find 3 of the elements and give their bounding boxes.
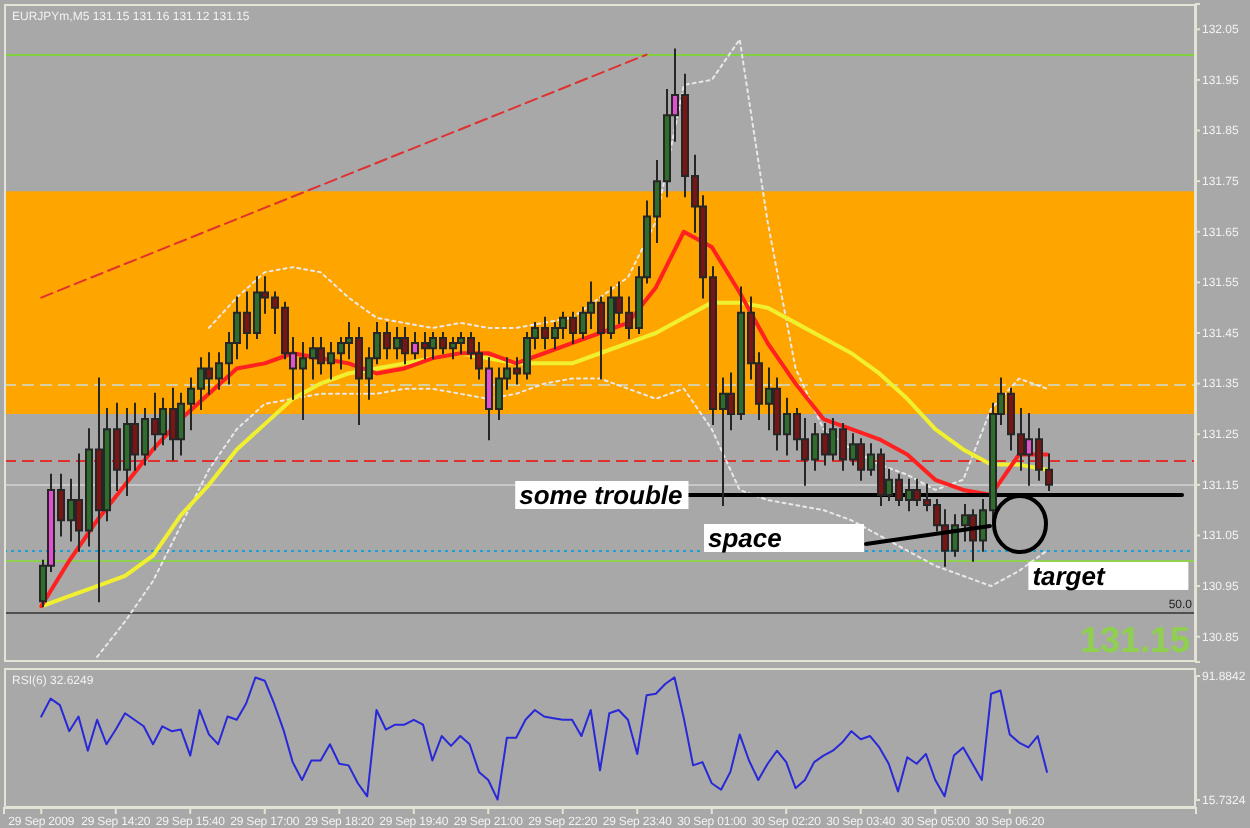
annotation: 131.15 [1079,620,1190,660]
annotation: space [708,523,782,553]
annotation: target [1032,560,1106,591]
